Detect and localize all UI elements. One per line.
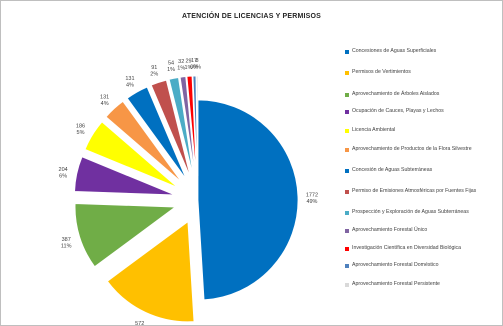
data-label: 131 4% xyxy=(125,76,134,89)
pie-slice xyxy=(186,75,197,177)
pie-slice xyxy=(192,75,198,177)
legend-swatch xyxy=(345,264,349,268)
legend-swatch xyxy=(345,148,349,152)
data-label: 186 5% xyxy=(76,124,85,137)
legend-swatch xyxy=(345,129,349,133)
legend-item: Investigación Científica en Diversidad B… xyxy=(345,245,495,252)
legend-label: Aprovechamiento de Productos de la Flora… xyxy=(352,146,472,152)
legend-label: Permiso de Emisiones Atmosféricas por Fu… xyxy=(352,188,477,194)
legend-item: Aprovechamiento de Árboles Aislados xyxy=(345,91,495,98)
legend-label: Aprovechamiento Forestal Persistente xyxy=(352,281,440,287)
pie-slice xyxy=(84,121,178,188)
pie-slice xyxy=(196,75,199,177)
legend-label: Ocupación de Cauces, Playas y Lechos xyxy=(352,108,444,114)
data-label: 91 2% xyxy=(150,65,158,78)
pie-slice xyxy=(150,79,191,178)
legend-swatch xyxy=(345,71,349,75)
legend-label: Concesiones de Aguas Superficiales xyxy=(352,48,437,54)
pie-slice xyxy=(105,100,183,183)
legend-label: Permisos de Vertimientos xyxy=(352,69,411,75)
legend-item: Permiso de Emisiones Atmosféricas por Fu… xyxy=(345,188,495,195)
legend-item: Concesión de Aguas Subterráneas xyxy=(345,167,495,174)
legend-item: Prospección y Exploración de Aguas Subte… xyxy=(345,209,495,216)
legend-item: Aprovechamiento Forestal Persistente xyxy=(345,281,495,288)
legend-item: Aprovechamiento Forestal Doméstico xyxy=(345,262,495,269)
data-label: 8 0% xyxy=(193,58,201,71)
legend-swatch xyxy=(345,93,349,97)
legend-item: Aprovechamiento Forestal Único xyxy=(345,227,495,234)
legend-swatch xyxy=(345,283,349,287)
pie-slice xyxy=(197,99,299,301)
legend-label: Prospección y Exploración de Aguas Subte… xyxy=(352,209,469,215)
legend-item: Licencia Ambiental xyxy=(345,127,495,134)
data-label: 29 1% xyxy=(185,58,193,71)
legend-item: Ocupación de Cauces, Playas y Lechos xyxy=(345,108,495,115)
legend-item: Permisos de Vertimientos xyxy=(345,69,495,76)
data-label: 32 1% xyxy=(177,59,185,72)
pie-slice xyxy=(106,220,195,323)
legend-label: Aprovechamiento Forestal Único xyxy=(352,227,428,233)
pie-slice xyxy=(168,77,194,177)
data-label: 1772 49% xyxy=(306,193,318,206)
data-label: 387 11% xyxy=(61,237,72,250)
legend-label: Concesión de Aguas Subterráneas xyxy=(352,167,433,173)
legend-swatch xyxy=(345,229,349,233)
legend-swatch xyxy=(345,50,349,54)
legend-swatch xyxy=(345,190,349,194)
data-label: 131 4% xyxy=(100,94,109,107)
legend-item: Aprovechamiento de Productos de la Flora… xyxy=(345,146,495,153)
data-label: 204 6% xyxy=(59,167,68,180)
legend-label: Aprovechamiento Forestal Doméstico xyxy=(352,262,439,268)
pie-slice xyxy=(74,203,177,268)
legend-swatch xyxy=(345,211,349,215)
legend-item: Concesiones de Aguas Superficiales xyxy=(345,48,495,55)
data-label: 57216% xyxy=(134,321,145,326)
chart-title: ATENCIÓN DE LICENCIAS Y PERMISOS xyxy=(181,13,322,20)
pie-slice xyxy=(126,86,187,180)
data-label: 54 1% xyxy=(167,61,175,74)
legend-label: Licencia Ambiental xyxy=(352,127,396,133)
legend-swatch xyxy=(345,247,349,251)
data-label: 17 0% xyxy=(190,58,198,71)
legend-label: Investigación Científica en Diversidad B… xyxy=(352,245,461,251)
legend-swatch xyxy=(345,110,349,114)
legend-label: Aprovechamiento de Árboles Aislados xyxy=(352,91,440,97)
pie-slice xyxy=(74,156,175,196)
pie-slice xyxy=(179,76,196,177)
legend-swatch xyxy=(345,169,349,173)
